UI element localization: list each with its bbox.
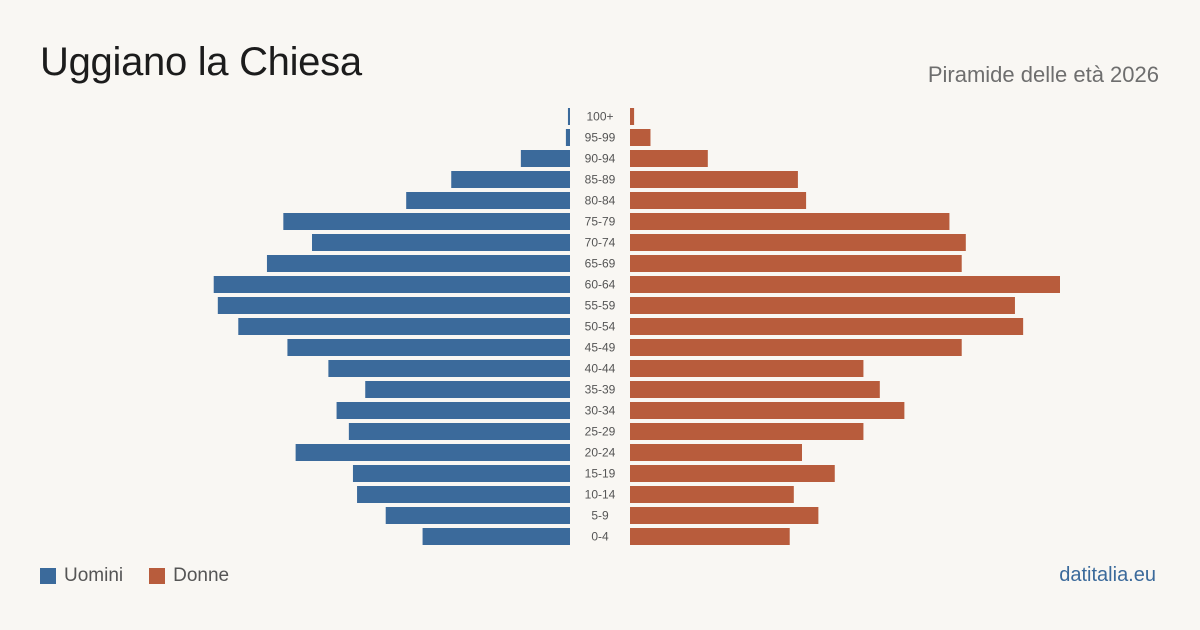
age-label-5-9: 5-9: [591, 509, 609, 523]
bar-men-40-44: [328, 360, 570, 377]
bar-men-60-64: [213, 276, 570, 293]
bar-men-70-74: [312, 234, 570, 251]
legend-swatch-men: [40, 568, 56, 584]
age-label-60-64: 60-64: [585, 278, 616, 292]
age-label-55-59: 55-59: [585, 299, 616, 313]
site-link[interactable]: datitalia.eu: [1059, 564, 1156, 586]
age-label-15-19: 15-19: [585, 467, 616, 481]
bar-men-15-19: [352, 465, 570, 482]
bar-women-75-79: [630, 213, 950, 230]
bar-men-30-34: [336, 402, 570, 419]
age-label-45-49: 45-49: [585, 341, 616, 355]
age-label-10-14: 10-14: [585, 488, 616, 502]
age-label-20-24: 20-24: [585, 446, 616, 460]
age-label-80-84: 80-84: [585, 194, 616, 208]
bar-men-55-59: [217, 297, 571, 314]
bar-women-65-69: [630, 255, 962, 272]
chart-subtitle: Piramide delle età 2026: [927, 62, 1159, 87]
age-label-50-54: 50-54: [585, 320, 616, 334]
age-label-95-99: 95-99: [585, 131, 616, 145]
age-label-75-79: 75-79: [585, 215, 616, 229]
legend-item-women: Donne: [149, 565, 229, 587]
legend-item-men: Uomini: [40, 565, 123, 587]
legend-label-women: Donne: [173, 565, 230, 586]
bar-women-15-19: [630, 465, 835, 482]
bar-women-90-94: [630, 150, 708, 167]
bar-men-90-94: [520, 150, 570, 167]
bar-women-35-39: [630, 381, 880, 398]
bar-women-80-84: [630, 192, 807, 209]
age-label-85-89: 85-89: [585, 173, 616, 187]
age-label-30-34: 30-34: [585, 404, 616, 418]
legend-label-men: Uomini: [64, 565, 124, 586]
bar-women-5-9: [630, 507, 819, 524]
age-label-25-29: 25-29: [585, 425, 616, 439]
bar-women-10-14: [630, 486, 794, 503]
bar-women-100+: [630, 108, 635, 125]
age-label-65-69: 65-69: [585, 257, 616, 271]
bar-men-100+: [567, 108, 570, 125]
bar-men-65-69: [266, 255, 570, 272]
bar-women-40-44: [630, 360, 864, 377]
bar-men-35-39: [365, 381, 570, 398]
bar-women-50-54: [630, 318, 1024, 335]
age-label-70-74: 70-74: [585, 236, 616, 250]
bar-women-30-34: [630, 402, 905, 419]
bar-men-95-99: [565, 129, 570, 146]
bar-men-10-14: [357, 486, 570, 503]
bar-women-60-64: [630, 276, 1060, 293]
bar-women-95-99: [630, 129, 651, 146]
bar-men-75-79: [283, 213, 570, 230]
bar-women-20-24: [630, 444, 802, 461]
bar-women-70-74: [630, 234, 966, 251]
bar-men-25-29: [348, 423, 570, 440]
legend-swatch-women: [149, 568, 166, 584]
bar-men-85-89: [451, 171, 570, 188]
age-label-0-4: 0-4: [591, 530, 609, 544]
bar-women-45-49: [630, 339, 962, 356]
legend: Uomini Donne: [40, 565, 255, 587]
bar-women-0-4: [630, 528, 790, 545]
age-label-100+: 100+: [586, 110, 613, 124]
bar-women-55-59: [630, 297, 1015, 314]
bar-women-25-29: [630, 423, 864, 440]
bar-women-85-89: [630, 171, 798, 188]
age-label-90-94: 90-94: [585, 152, 616, 166]
bar-men-5-9: [385, 507, 570, 524]
bar-men-0-4: [422, 528, 570, 545]
age-label-40-44: 40-44: [585, 362, 616, 376]
bar-men-45-49: [287, 339, 570, 356]
bar-men-50-54: [238, 318, 571, 335]
bar-men-80-84: [406, 192, 570, 209]
chart-title: Uggiano la Chiesa: [40, 40, 362, 84]
age-label-35-39: 35-39: [585, 383, 616, 397]
bar-men-20-24: [295, 444, 570, 461]
